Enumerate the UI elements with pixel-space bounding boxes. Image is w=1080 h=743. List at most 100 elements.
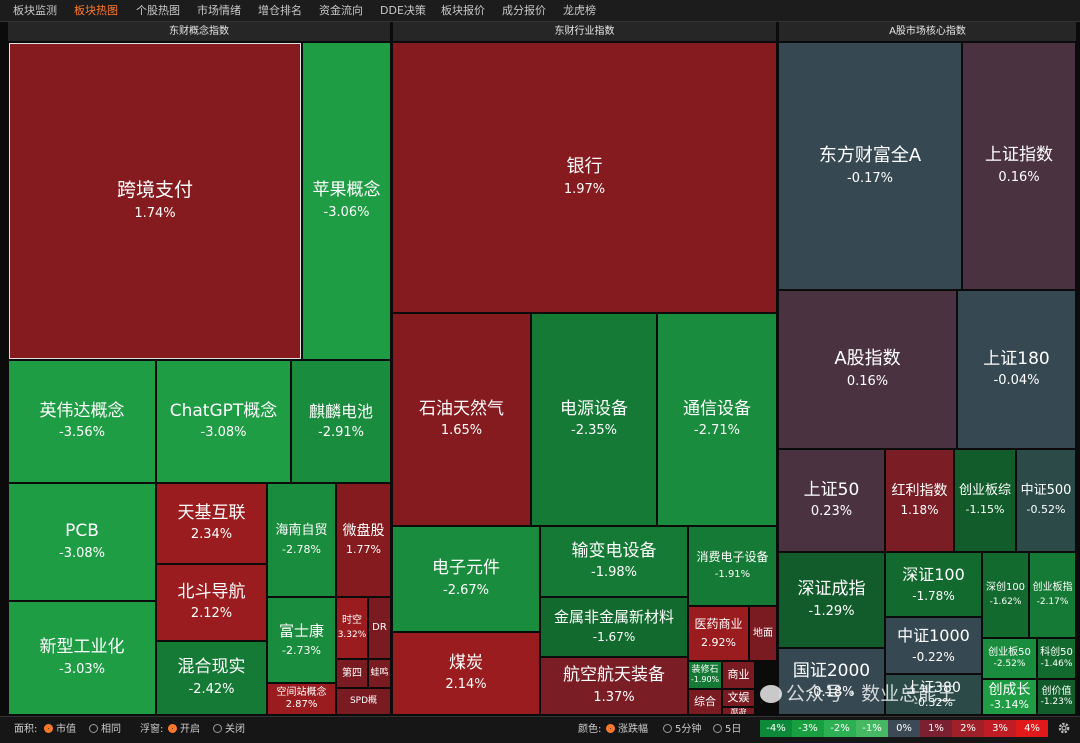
heatmap-tile[interactable]: 混合现实 -2.42%: [156, 641, 267, 715]
heatmap-tile[interactable]: 旅游: [722, 707, 755, 715]
heatmap-tile[interactable]: 麒麟电池 -2.91%: [291, 360, 391, 483]
tab-dragon-tiger[interactable]: 龙虎榜: [563, 4, 596, 17]
tab-block-heatmap[interactable]: 板块热图: [74, 4, 118, 17]
heatmap-tile[interactable]: 地面: [749, 606, 777, 661]
radio-icon: [663, 724, 672, 733]
heatmap-tile[interactable]: 新型工业化 -3.03%: [8, 601, 156, 715]
heatmap-tile[interactable]: 输变电设备 -1.98%: [540, 526, 688, 597]
heatmap-tile[interactable]: 深创100 -1.62%: [982, 552, 1029, 638]
tile-name: 消费电子设备: [696, 550, 769, 565]
heatmap-tile[interactable]: 电源设备 -2.35%: [531, 313, 657, 526]
heatmap-tile[interactable]: 消费电子设备 -1.91%: [688, 526, 777, 606]
tile-name: 红利指数: [891, 483, 948, 500]
heatmap-tile[interactable]: 跨境支付 1.74%: [8, 42, 302, 360]
heatmap-tile[interactable]: SPD概: [336, 688, 391, 715]
tab-stock-heatmap[interactable]: 个股热图: [136, 4, 180, 17]
tile-change-pct: 0.16%: [998, 169, 1040, 185]
heatmap-tile[interactable]: 空间站概念 2.87%: [267, 683, 336, 715]
tab-capital-flow[interactable]: 资金流向: [319, 4, 363, 17]
tile-change-pct: 1.77%: [346, 543, 381, 557]
tile-name: SPD概: [349, 696, 378, 707]
heatmap-tile[interactable]: 装修石 -1.90%: [688, 661, 722, 689]
heatmap-tile[interactable]: 电子元件 -2.67%: [392, 526, 540, 632]
heatmap-tile[interactable]: DR: [368, 597, 391, 659]
heatmap-tile[interactable]: 科创50 -1.46%: [1037, 638, 1076, 679]
heatmap-tile[interactable]: 富士康 -2.73%: [267, 597, 336, 683]
heatmap-tile[interactable]: 综合: [688, 689, 722, 715]
color-option-5day[interactable]: 5日: [709, 717, 741, 743]
wechat-icon: [760, 685, 782, 703]
tile-change-pct: -1.67%: [592, 630, 636, 645]
heatmap-tile[interactable]: 深证成指 -1.29%: [778, 552, 885, 648]
heatmap-tile[interactable]: 石油天然气 1.65%: [392, 313, 531, 526]
tile-name: 海南自贸: [275, 522, 328, 538]
tile-change-pct: -2.73%: [282, 644, 321, 658]
heatmap-tile[interactable]: 深证100 -1.78%: [885, 552, 982, 617]
tab-dde-decision[interactable]: DDE决策: [380, 4, 426, 17]
heatmap-tile[interactable]: 苹果概念 -3.06%: [302, 42, 391, 360]
tile-change-pct: -2.91%: [318, 424, 364, 440]
heatmap-tile[interactable]: A股指数 0.16%: [778, 290, 957, 449]
heatmap-tile[interactable]: 中证500 -0.52%: [1016, 449, 1076, 552]
heatmap-tile[interactable]: ChatGPT概念 -3.08%: [156, 360, 291, 483]
heatmap-tile[interactable]: 东方财富全A -0.17%: [778, 42, 962, 290]
heatmap-tile[interactable]: 商业: [722, 661, 755, 689]
tile-name: 创业板指: [1032, 581, 1073, 593]
tab-component-quote[interactable]: 成分报价: [502, 4, 546, 17]
heatmap-tile[interactable]: 上证380 -0.32%: [885, 674, 982, 715]
heatmap-tile[interactable]: 国证2000 -0.18%: [778, 648, 885, 715]
scale-step: 1%: [920, 720, 952, 737]
heatmap-tile[interactable]: 创业板综 -1.15%: [954, 449, 1016, 552]
tile-name: 地面: [753, 627, 773, 639]
tile-name: 上证380: [906, 679, 961, 696]
tile-name: DR: [372, 622, 387, 634]
heatmap-tile[interactable]: 创成长 -3.14%: [982, 679, 1037, 715]
heatmap-tile[interactable]: 上证指数 0.16%: [962, 42, 1076, 290]
heatmap-tile[interactable]: 北斗导航 2.12%: [156, 564, 267, 641]
tab-market-sentiment[interactable]: 市场情绪: [197, 4, 241, 17]
heatmap-tile[interactable]: 创价值 -1.23%: [1037, 679, 1076, 715]
tile-change-pct: -2.35%: [571, 423, 617, 439]
tile-name: 空间站概念: [276, 687, 327, 699]
heatmap-tile[interactable]: 通信设备 -2.71%: [657, 313, 777, 526]
heatmap-tile[interactable]: 银行 1.97%: [392, 42, 777, 313]
area-option-equal[interactable]: 相同: [85, 717, 121, 743]
tile-name: 混合现实: [177, 657, 246, 678]
tile-change-pct: 2.34%: [190, 527, 233, 543]
heatmap-tile[interactable]: 上证180 -0.04%: [957, 290, 1076, 449]
settings-gear-icon[interactable]: [1057, 721, 1071, 735]
tab-block-monitor[interactable]: 板块监测: [13, 4, 57, 17]
heatmap-tile[interactable]: 文娱: [722, 689, 755, 707]
tab-position-ranking[interactable]: 增仓排名: [258, 4, 302, 17]
color-option-change[interactable]: 涨跌幅: [602, 717, 648, 743]
heatmap-tile[interactable]: 天基互联 2.34%: [156, 483, 267, 564]
tile-change-pct: -1.78%: [912, 588, 955, 603]
heatmap-tile[interactable]: 上证50 0.23%: [778, 449, 885, 552]
heatmap-tile[interactable]: 红利指数 1.18%: [885, 449, 954, 552]
heatmap-tile[interactable]: PCB -3.08%: [8, 483, 156, 601]
tile-name: 创业板50: [988, 647, 1031, 659]
heatmap-tile[interactable]: 微盘股 1.77%: [336, 483, 391, 597]
color-label: 颜色:: [578, 724, 602, 735]
heatmap-tile[interactable]: 创业板指 -2.17%: [1029, 552, 1076, 638]
heatmap-tile[interactable]: 航空航天装备 1.37%: [540, 657, 688, 715]
heatmap-tile[interactable]: 医药商业 2.92%: [688, 606, 749, 661]
area-option-market-cap[interactable]: 市值: [40, 717, 76, 743]
heatmap-tile[interactable]: 创业板50 -2.52%: [982, 638, 1037, 679]
heatmap-tile[interactable]: 煤炭 2.14%: [392, 632, 540, 715]
tile-name: A股指数: [834, 348, 901, 370]
heatmap-tile[interactable]: 英伟达概念 -3.56%: [8, 360, 156, 483]
heatmap-tile[interactable]: 中证1000 -0.22%: [885, 617, 982, 674]
float-window-off[interactable]: 关闭: [209, 717, 245, 743]
heatmap-tile[interactable]: 第四: [336, 659, 368, 688]
heatmap-tile[interactable]: 金属非金属新材料 -1.67%: [540, 597, 688, 657]
float-window-on[interactable]: 开启: [164, 717, 200, 743]
tile-name: 上证指数: [985, 145, 1053, 166]
heatmap-tile[interactable]: 蛙鸣: [368, 659, 391, 688]
heatmap-tile[interactable]: 时空 3.32%: [336, 597, 368, 659]
tile-name: 创业板综: [958, 483, 1011, 499]
color-option-5min[interactable]: 5分钟: [659, 717, 701, 743]
heatmap-tile[interactable]: 海南自贸 -2.78%: [267, 483, 336, 597]
tab-block-quote[interactable]: 板块报价: [441, 4, 485, 17]
